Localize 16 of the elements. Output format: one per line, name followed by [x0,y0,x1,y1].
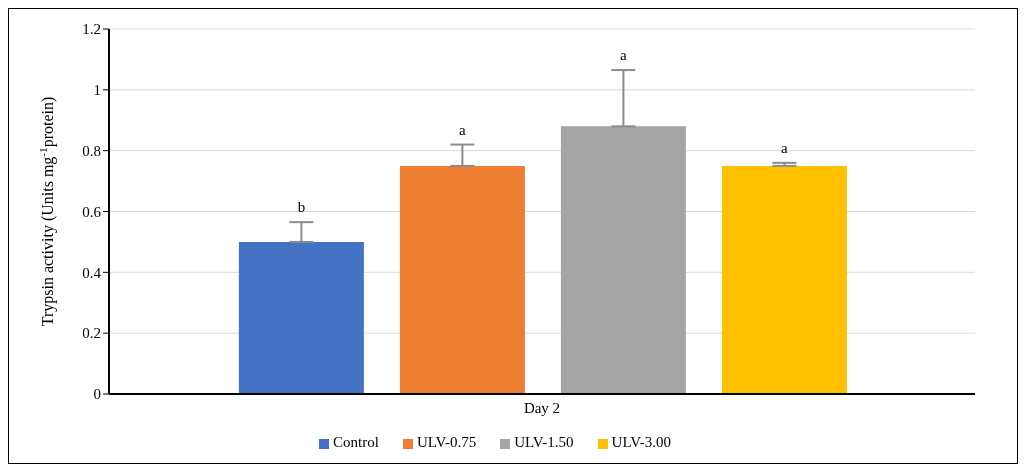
legend-label: Control [333,434,379,450]
annotation: a [781,139,789,156]
y-tick-label: 1 [93,82,101,99]
y-tick-label: 0 [93,386,101,403]
legend-label: ULV-3.00 [611,434,671,450]
y-tick-label: 0.6 [82,203,102,220]
legend-label: ULV-0.75 [416,434,477,450]
y-tick-label: 0.8 [82,142,101,159]
y-tick-label: 1.2 [82,21,101,38]
legend-label: ULV-1.50 [514,434,574,450]
annotation: a [620,47,628,64]
annotation: a [459,121,467,138]
y-tick-label: 0.4 [82,264,102,281]
y-tick-label: 0.2 [82,325,101,342]
annotation: b [297,199,306,216]
x-tick-label: Day 2 [523,399,561,416]
